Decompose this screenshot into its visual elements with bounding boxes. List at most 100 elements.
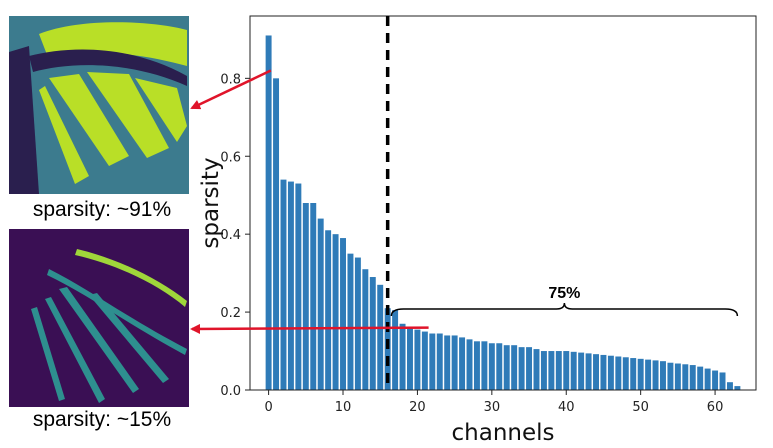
bar-channel-42 — [578, 352, 585, 390]
x-tick-label: 20 — [409, 400, 426, 415]
bar-channel-18 — [399, 323, 406, 390]
x-axis-label: channels — [452, 420, 555, 446]
y-tick-label: 0.4 — [220, 228, 241, 243]
wing-vein-dark — [29, 49, 187, 86]
bar-channel-29 — [481, 341, 488, 390]
bar-channel-40 — [563, 351, 570, 390]
bar-channel-4 — [295, 183, 302, 390]
x-tick-label: 50 — [632, 400, 649, 415]
arrow-to-thumbnail-1 — [190, 323, 429, 334]
bar-channel-53 — [660, 361, 666, 390]
wing-bright-edge — [75, 249, 187, 307]
bar-channel-23 — [436, 333, 443, 390]
thumbnail-low-sparsity — [9, 229, 189, 407]
bar-channel-61 — [719, 372, 726, 390]
wing-cell-2 — [87, 72, 169, 158]
bars-group — [265, 35, 741, 391]
bar-channel-36 — [533, 349, 540, 390]
bracket-label: 75% — [548, 285, 580, 302]
x-tick-label: 40 — [558, 400, 575, 415]
x-tick-label: 30 — [484, 400, 501, 415]
bar-channel-57 — [689, 365, 696, 390]
bar-channel-37 — [540, 351, 547, 390]
plot-frame — [249, 15, 757, 391]
wing-edge-dark — [9, 46, 39, 194]
bar-channel-9 — [332, 234, 339, 390]
bar-channel-39 — [555, 351, 562, 390]
bar-channel-26 — [459, 337, 466, 390]
wing-cell-3 — [135, 78, 187, 142]
bar-channel-11 — [347, 253, 354, 390]
bar-channel-22 — [429, 333, 436, 390]
bar-channel-3 — [287, 181, 294, 390]
bar-channel-60 — [712, 370, 719, 390]
bar-channel-62 — [726, 382, 733, 390]
wing-vein-3 — [89, 293, 169, 383]
wing-vein-4 — [45, 297, 105, 403]
bar-channel-30 — [488, 343, 495, 390]
bar-channel-34 — [518, 347, 525, 390]
y-axis-label: sparsity — [198, 157, 224, 248]
wing-cell-1 — [49, 74, 129, 166]
bar-channel-49 — [630, 358, 637, 390]
bar-channel-6 — [310, 203, 317, 390]
bar-channel-58 — [697, 366, 704, 390]
bar-channel-43 — [585, 353, 592, 390]
y-tick-label: 0.2 — [220, 306, 241, 321]
thumbnail-caption-low: sparsity: ~15% — [32, 408, 172, 431]
bar-channel-19 — [407, 327, 413, 390]
bar-channel-47 — [615, 356, 622, 390]
wing-top-stripe — [39, 22, 187, 66]
bar-channel-54 — [667, 362, 674, 390]
bar-channel-45 — [600, 354, 607, 390]
bar-channel-38 — [548, 351, 555, 390]
bar-channel-14 — [369, 277, 376, 390]
bar-channel-28 — [473, 341, 480, 390]
bar-channel-10 — [340, 238, 346, 390]
x-axis-ticks: 0 10 20 30 40 50 60 — [264, 390, 723, 415]
bar-channel-33 — [511, 345, 518, 390]
annotation-arrows — [190, 69, 429, 334]
bar-channel-63 — [734, 386, 741, 390]
bar-channel-52 — [652, 360, 659, 390]
bar-channel-17 — [392, 310, 399, 390]
x-tick-label: 60 — [707, 400, 724, 415]
y-tick-label: 0.8 — [220, 72, 241, 87]
bar-channel-41 — [570, 351, 577, 390]
thumbnail-caption-high: sparsity: ~91% — [32, 198, 172, 221]
x-tick-label: 10 — [335, 400, 352, 415]
bar-channel-15 — [377, 284, 384, 390]
bracket-75-percent — [390, 302, 739, 317]
y-axis-ticks: 0.0 0.2 0.4 0.6 0.8 — [220, 72, 250, 399]
bar-channel-0 — [265, 35, 272, 391]
bar-channel-46 — [607, 355, 614, 390]
bar-channel-12 — [354, 257, 361, 390]
y-tick-label: 0.6 — [220, 150, 241, 165]
bar-channel-24 — [444, 335, 451, 390]
bar-channel-32 — [503, 345, 510, 390]
bar-channel-56 — [682, 364, 689, 390]
y-tick-label: 0.0 — [220, 384, 241, 399]
bar-channel-31 — [496, 343, 503, 390]
bar-channel-5 — [302, 203, 309, 390]
wing-vein-2 — [59, 287, 139, 393]
butterfly-wing-bright-image — [9, 16, 189, 194]
bar-channel-44 — [593, 354, 599, 390]
bar-channel-16 — [384, 308, 391, 390]
bar-channel-13 — [362, 269, 369, 390]
x-tick-label: 0 — [264, 400, 272, 415]
bar-channel-7 — [317, 218, 324, 390]
thumbnail-high-sparsity — [9, 16, 189, 194]
bar-channel-51 — [645, 359, 652, 390]
bar-channel-35 — [526, 347, 533, 390]
bar-channel-20 — [414, 329, 421, 390]
bar-channel-50 — [637, 358, 644, 390]
bar-channel-8 — [325, 230, 332, 390]
bar-channel-48 — [622, 357, 629, 390]
wing-cell-4 — [39, 86, 89, 184]
butterfly-wing-dark-image — [9, 229, 189, 407]
bar-channel-27 — [466, 339, 473, 390]
wing-vein-5 — [31, 307, 65, 401]
bar-channel-2 — [280, 179, 287, 390]
